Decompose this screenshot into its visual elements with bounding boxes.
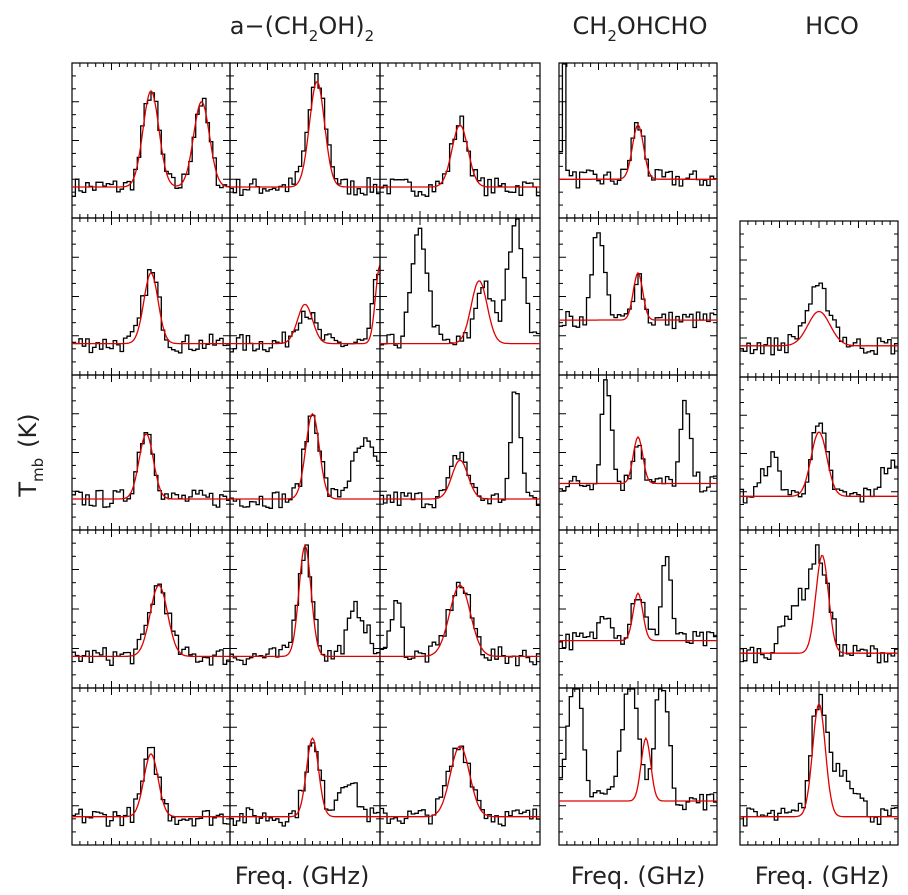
panel-frame xyxy=(229,687,381,846)
model-spectrum xyxy=(740,554,898,654)
y-axis-label: Tmb(K) xyxy=(14,413,47,497)
observed-spectrum xyxy=(740,693,898,827)
model-spectrum xyxy=(230,412,380,500)
model-spectrum xyxy=(740,431,898,497)
model-spectrum xyxy=(380,584,540,658)
observed-spectrum xyxy=(380,391,540,509)
observed-spectrum xyxy=(72,269,230,354)
observed-spectrum xyxy=(559,379,717,493)
observed-spectrum xyxy=(72,583,230,666)
observed-spectrum xyxy=(72,431,230,508)
model-spectrum xyxy=(72,271,230,345)
panel-frame xyxy=(229,217,381,376)
x-axis-label: Freq. (GHz) xyxy=(755,862,890,890)
observed-spectrum xyxy=(740,282,898,356)
model-spectrum xyxy=(380,459,540,500)
observed-spectrum xyxy=(72,92,230,197)
model-spectrum xyxy=(559,124,717,180)
observed-spectrum xyxy=(380,745,540,827)
observed-spectrum xyxy=(559,63,717,189)
model-spectrum xyxy=(559,271,717,321)
x-axis-label: Freq. (GHz) xyxy=(571,862,706,890)
panel-group-title: CH2OHCHO xyxy=(573,12,708,45)
model-spectrum xyxy=(230,544,380,658)
model-spectrum xyxy=(559,592,717,642)
observed-spectrum xyxy=(230,414,380,509)
panel-frame xyxy=(558,62,718,219)
model-spectrum xyxy=(559,435,717,485)
model-spectrum xyxy=(72,433,230,500)
model-spectrum xyxy=(72,89,231,188)
observed-spectrum xyxy=(230,273,380,353)
model-spectrum xyxy=(380,124,540,188)
model-spectrum xyxy=(740,310,898,347)
model-spectrum xyxy=(72,584,230,658)
observed-spectrum xyxy=(740,544,898,664)
panel-frame xyxy=(558,217,718,376)
panel-group-title: HCO xyxy=(805,12,859,40)
model-spectrum xyxy=(559,736,717,802)
model-spectrum xyxy=(230,264,381,345)
panel-frame xyxy=(739,376,899,531)
panel-group-title: a−(CH2OH)2 xyxy=(230,12,374,45)
panel-frame xyxy=(71,687,231,846)
model-spectrum xyxy=(740,702,898,818)
panel-frame xyxy=(379,217,541,376)
observed-spectrum xyxy=(740,422,898,504)
observed-spectrum xyxy=(559,688,717,811)
panel-frame xyxy=(558,529,718,689)
observed-spectrum xyxy=(559,555,717,651)
observed-spectrum xyxy=(380,115,540,197)
x-axis-label: Freq. (GHz) xyxy=(235,862,370,890)
observed-spectrum xyxy=(72,746,230,827)
observed-spectrum xyxy=(380,218,540,349)
observed-spectrum xyxy=(559,232,717,330)
model-spectrum xyxy=(230,737,380,818)
observed-spectrum xyxy=(230,544,380,666)
model-spectrum xyxy=(72,753,230,818)
model-spectrum xyxy=(380,745,540,818)
observed-spectrum xyxy=(230,72,380,196)
panel-frame xyxy=(71,217,231,376)
panel-frame xyxy=(379,62,541,219)
panel-frame xyxy=(71,62,231,219)
observed-spectrum xyxy=(380,581,540,667)
model-spectrum xyxy=(380,280,540,345)
model-spectrum xyxy=(230,81,380,188)
